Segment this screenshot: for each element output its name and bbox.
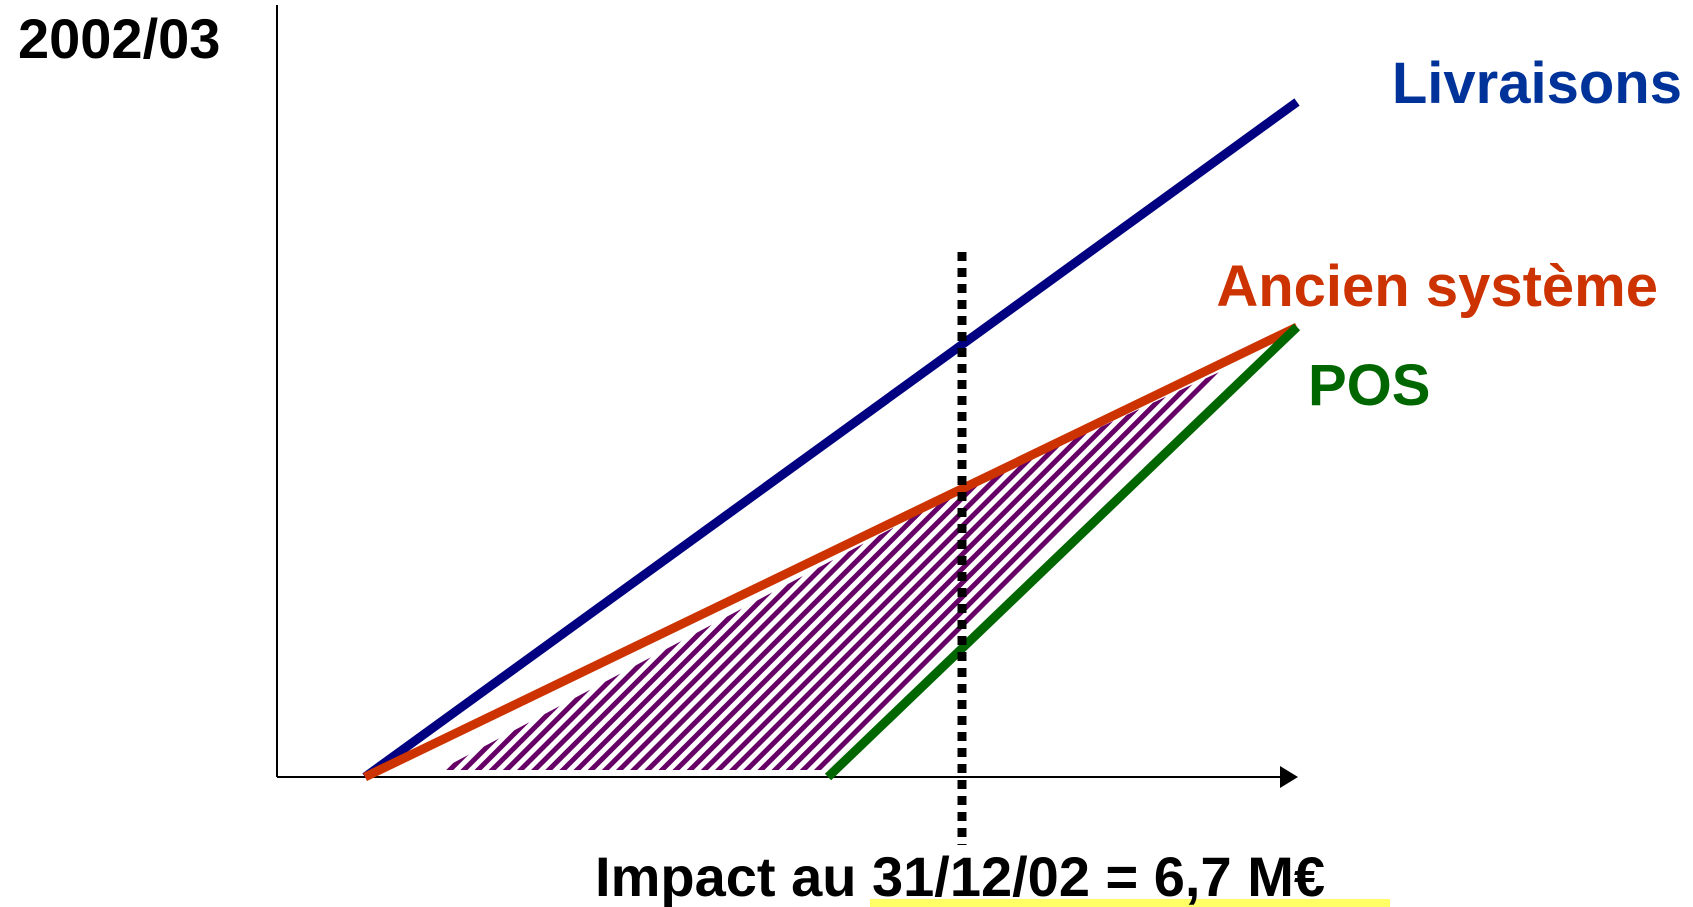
ancien-systeme-label: Ancien système — [1216, 254, 1658, 319]
livraisons-line — [362, 98, 1300, 781]
x-axis-arrowhead — [1280, 766, 1298, 788]
pos-label: POS — [1308, 353, 1431, 418]
pos-line — [824, 323, 1301, 781]
chart-title: 2002/03 — [18, 7, 220, 70]
impact-hatched-area — [440, 368, 1228, 770]
caption-highlight — [870, 899, 1390, 907]
livraisons-label: Livraisons — [1392, 51, 1682, 116]
ancien-systeme-line — [363, 322, 1299, 782]
impact-caption: Impact au 31/12/02 = 6,7 M€ — [595, 845, 1325, 907]
